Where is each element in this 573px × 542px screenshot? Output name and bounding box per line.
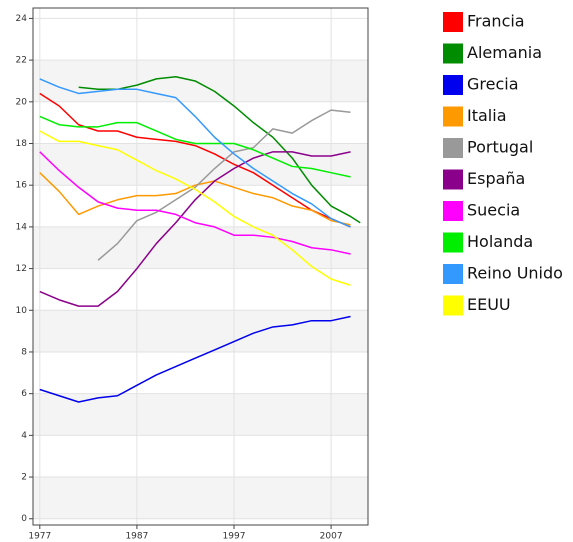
legend-label: EEUU (467, 295, 511, 314)
legend-label: Italia (467, 106, 507, 125)
y-tick-label: 6 (21, 389, 27, 399)
legend-swatch (443, 43, 463, 64)
y-tick-label: 20 (16, 97, 28, 107)
y-tick-label: 18 (16, 139, 28, 149)
series-line (39, 115, 351, 178)
legend-label: Alemania (467, 43, 542, 62)
legend-swatch (443, 201, 463, 221)
series-line (78, 76, 361, 224)
y-tick-label: 24 (16, 14, 28, 24)
series-line (39, 172, 351, 226)
y-tick-label: 4 (21, 431, 27, 441)
legend-swatch (443, 169, 463, 190)
y-tick-label: 22 (16, 56, 27, 66)
legend-label: Suecia (467, 201, 520, 220)
series-line (39, 92, 351, 228)
legend-swatch (443, 75, 463, 95)
y-tick-label: 12 (16, 264, 27, 274)
legend-label: Holanda (467, 232, 533, 251)
series-line (39, 151, 351, 307)
y-tick-label: 14 (16, 222, 28, 232)
legend-swatch (443, 138, 463, 158)
y-tick-label: 0 (21, 514, 27, 524)
legend-swatch (443, 232, 463, 253)
grid-band (33, 393, 368, 436)
plot-frame (32, 7, 369, 526)
legend-label: Francia (467, 12, 525, 31)
y-tick-label: 10 (16, 306, 28, 316)
series-line (39, 151, 351, 255)
legend-label: España (467, 169, 525, 188)
y-tick-label: 2 (21, 473, 27, 483)
grid-band (33, 143, 368, 186)
legend-label: Reino Unido (467, 264, 563, 283)
x-tick-label: 1977 (28, 532, 51, 542)
legend-swatch (443, 264, 463, 284)
y-tick-label: 8 (21, 347, 27, 357)
series-line (97, 109, 351, 261)
plot (39, 76, 361, 403)
grid-band (33, 477, 368, 519)
series-line (39, 315, 351, 403)
legend-swatch (443, 295, 463, 316)
grid-band (33, 60, 368, 102)
legend-swatch (443, 12, 463, 32)
x-tick-label: 1997 (223, 532, 246, 542)
x-tick-label: 2007 (320, 532, 343, 542)
series-line (39, 130, 351, 286)
x-tick-label: 1987 (125, 532, 148, 542)
legend-swatch (443, 106, 463, 127)
bands (33, 8, 368, 525)
grid-band (33, 310, 368, 352)
y-tick-label: 16 (16, 181, 28, 191)
legend-label: Portugal (467, 138, 533, 157)
series-line (39, 78, 351, 228)
legend-label: Grecia (467, 75, 519, 94)
